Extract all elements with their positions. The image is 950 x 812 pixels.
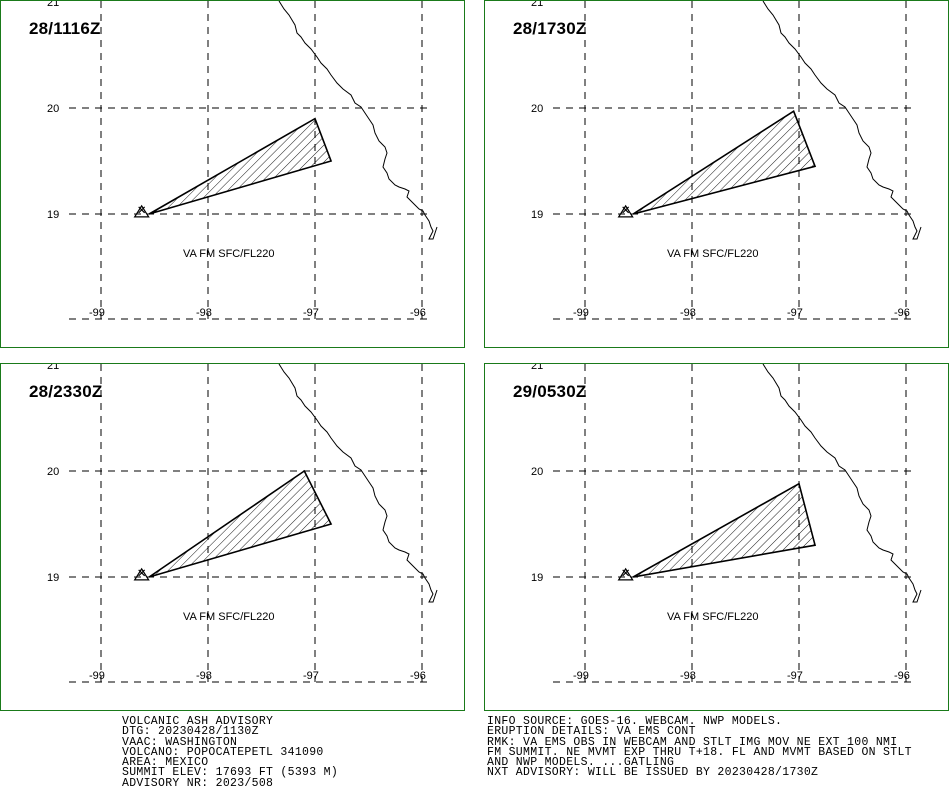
- panel-timestamp: 29/0530Z: [513, 382, 587, 401]
- map-canvas: 21 20 19 -99 -98 -97 -96 VA FM SFC/FL220: [47, 1, 438, 320]
- va-flight-level-label: VA FM SFC/FL220: [667, 611, 759, 623]
- lat-tick-label: 19: [531, 209, 543, 221]
- lat-tick-label: 20: [531, 103, 543, 115]
- lon-tick-label: -96: [894, 670, 910, 682]
- map-canvas: 21 20 19 -99 -98 -97 -96 VA FM SFC/FL220: [531, 364, 922, 683]
- advisory-eruption-details: ERUPTION DETAILS: VA EMS CONT: [487, 725, 696, 739]
- volcano-marker: [617, 567, 634, 581]
- grid-lines: [69, 364, 433, 683]
- panel-timestamp: 28/2330Z: [29, 382, 103, 401]
- advisory-next: NXT ADVISORY: WILL BE ISSUED BY 20230428…: [487, 766, 819, 780]
- coastline: [762, 364, 922, 603]
- advisory-remarks-2: FM SUMMIT. NE MVMT EXP THRU T+18. FL AND…: [487, 745, 912, 759]
- panel-timestamp: 28/1730Z: [513, 19, 587, 38]
- lon-tick-label: -98: [196, 307, 212, 319]
- volcano-marker: [133, 204, 150, 218]
- lon-tick-label: -99: [89, 670, 105, 682]
- advisory-summit-elev: SUMMIT ELEV: 17693 FT (5393 M): [122, 766, 339, 780]
- vent-marker: [622, 569, 630, 577]
- lat-tick-label: 21: [47, 1, 59, 9]
- volcano-marker: [617, 204, 634, 218]
- lat-tick-label: 20: [47, 103, 59, 115]
- lat-tick-label: 20: [531, 466, 543, 478]
- advisory-header-left: VOLCANIC ASH ADVISORY DTG: 20230428/1130…: [122, 715, 339, 790]
- lon-tick-label: -97: [787, 307, 803, 319]
- advisory-info-source: INFO SOURCE: GOES-16. WEBCAM. NWP MODELS…: [487, 715, 783, 728]
- advisory-dtg: DTG: 20230428/1130Z: [122, 725, 259, 739]
- lon-tick-label: -98: [680, 670, 696, 682]
- ash-cloud-polygon: [632, 482, 817, 578]
- vent-marker: [138, 569, 146, 577]
- va-flight-level-label: VA FM SFC/FL220: [183, 248, 275, 260]
- va-flight-level-label: VA FM SFC/FL220: [183, 611, 275, 623]
- lon-tick-label: -97: [303, 670, 319, 682]
- forecast-panel-3: 21 20 19 -99 -98 -97 -96 VA FM SFC/FL220 28/233…: [0, 363, 465, 711]
- lon-tick-label: -96: [410, 307, 426, 319]
- lon-tick-label: -96: [894, 307, 910, 319]
- coastline: [278, 364, 438, 603]
- lat-tick-label: 21: [47, 364, 59, 372]
- map-canvas: 21 20 19 -99 -98 -97 -96 VA FM SFC/FL220: [531, 1, 922, 320]
- coastline: [278, 1, 438, 240]
- advisory-area: AREA: MEXICO: [122, 756, 209, 770]
- advisory-header-right: INFO SOURCE: GOES-16. WEBCAM. NWP MODELS…: [487, 715, 912, 780]
- lat-tick-label: 19: [531, 572, 543, 584]
- advisory-remarks-1: RMK: VA EMS OBS IN WEBCAM AND STLT IMG M…: [487, 735, 898, 749]
- vent-marker: [622, 206, 630, 214]
- lon-tick-label: -96: [410, 670, 426, 682]
- forecast-panel-2: 21 20 19 -99 -98 -97 -96 VA FM SFC/FL220 28/173…: [484, 0, 949, 348]
- lon-tick-label: -99: [573, 307, 589, 319]
- vent-marker: [138, 206, 146, 214]
- lat-tick-label: 19: [47, 209, 59, 221]
- lon-tick-label: -99: [89, 307, 105, 319]
- grid-lines: [553, 364, 917, 683]
- lat-tick-label: 21: [531, 364, 543, 372]
- advisory-number: ADVISORY NR: 2023/508: [122, 776, 274, 790]
- lon-tick-label: -98: [196, 670, 212, 682]
- lon-tick-label: -97: [787, 670, 803, 682]
- forecast-panel-1: 21 20 19 -99 -98 -97 -96 VA FM SFC/FL220 28/111…: [0, 0, 465, 348]
- ash-cloud-polygon: [148, 117, 333, 215]
- coastline: [762, 1, 922, 240]
- advisory-vaac: VAAC: WASHINGTON: [122, 735, 238, 749]
- ash-cloud-polygon: [148, 469, 333, 578]
- map-canvas: 21 20 19 -99 -98 -97 -96 VA FM SFC/FL220: [47, 364, 438, 683]
- lon-tick-label: -99: [573, 670, 589, 682]
- lon-tick-label: -97: [303, 307, 319, 319]
- advisory-title: VOLCANIC ASH ADVISORY: [122, 715, 274, 728]
- lon-tick-label: -98: [680, 307, 696, 319]
- lat-tick-label: 19: [47, 572, 59, 584]
- forecast-panel-4: 21 20 19 -99 -98 -97 -96 VA FM SFC/FL220 29/053…: [484, 363, 949, 711]
- lat-tick-label: 21: [531, 1, 543, 9]
- volcano-marker: [133, 567, 150, 581]
- ash-cloud-polygon: [632, 109, 817, 215]
- va-flight-level-label: VA FM SFC/FL220: [667, 248, 759, 260]
- panel-timestamp: 28/1116Z: [29, 19, 101, 38]
- lat-tick-label: 20: [47, 466, 59, 478]
- advisory-remarks-3: AND NWP MODELS. ...GATLING: [487, 756, 675, 770]
- advisory-volcano: VOLCANO: POPOCATEPETL 341090: [122, 745, 324, 759]
